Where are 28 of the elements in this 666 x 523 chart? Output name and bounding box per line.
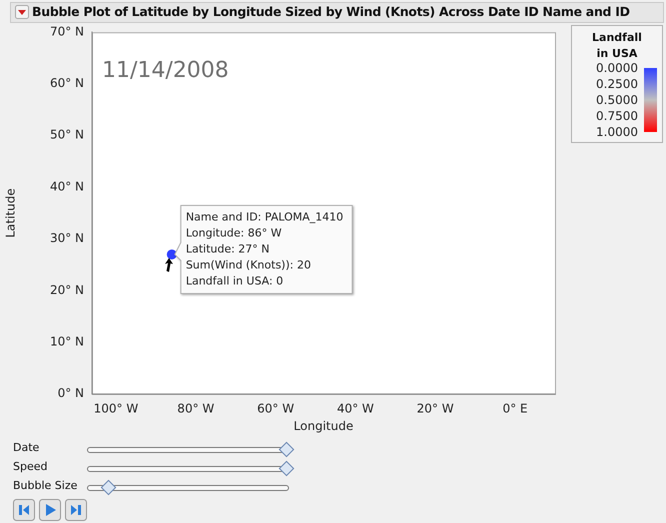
x-tick-label: 80° W [177,401,214,416]
color-bar-label: 0.2500 [596,76,638,92]
x-tick-label: 60° W [257,401,294,416]
y-tick-label: 60° N [50,76,84,90]
x-axis-title: Longitude [294,418,354,433]
color-bar-title: Landfall in USA [591,30,643,62]
text: Bubble Size [13,479,78,492]
color-bar-label: 0.5000 [596,92,638,108]
y-axis-title: Latitude [3,188,18,238]
text: Date [13,441,40,454]
y-tick-label: 0° N [58,386,84,400]
y-tick-label: 10° N [50,334,84,348]
x-tick-label: 100° W [94,401,138,416]
color-bar-label: 1.0000 [596,124,638,140]
chart-title: Bubble Plot of Latitude by Longitude Sized by Wind (Knots) Across Date ID Name and ID [32,4,630,19]
x-tick-label: 40° W [336,401,374,416]
y-tick-label: 20° N [50,282,84,297]
color-bar-label: 0.0000 [596,60,638,76]
y-tick-label: 70° N [50,24,84,38]
color-bar-label: 0.7500 [596,108,638,124]
y-tick-label: 50° N [50,128,84,142]
annotation: 11/14/2008 [102,58,229,83]
x-tick-label: 0° E [502,401,528,416]
x-tick-label: 20° W [416,401,454,416]
text: Speed [13,460,48,473]
y-tick-label: 30° N [50,231,84,246]
annotation: Name and ID: PALOMA_1410 Longitude: 86° W Latitude: 27° N Sum(Wind (Knots)): 20 Landfall in USA: 0 [186,210,344,288]
y-tick-label: 40° N [50,179,84,194]
